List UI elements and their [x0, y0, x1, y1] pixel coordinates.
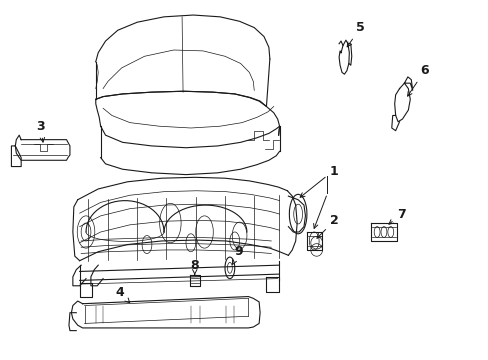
- Text: 3: 3: [36, 120, 45, 142]
- Text: 6: 6: [407, 64, 428, 96]
- Text: 2: 2: [316, 214, 338, 238]
- Text: 9: 9: [232, 245, 243, 264]
- Text: 1: 1: [329, 165, 338, 177]
- Text: 7: 7: [388, 208, 405, 224]
- Text: 8: 8: [190, 259, 199, 275]
- Text: 4: 4: [116, 287, 129, 303]
- Text: 5: 5: [346, 21, 364, 47]
